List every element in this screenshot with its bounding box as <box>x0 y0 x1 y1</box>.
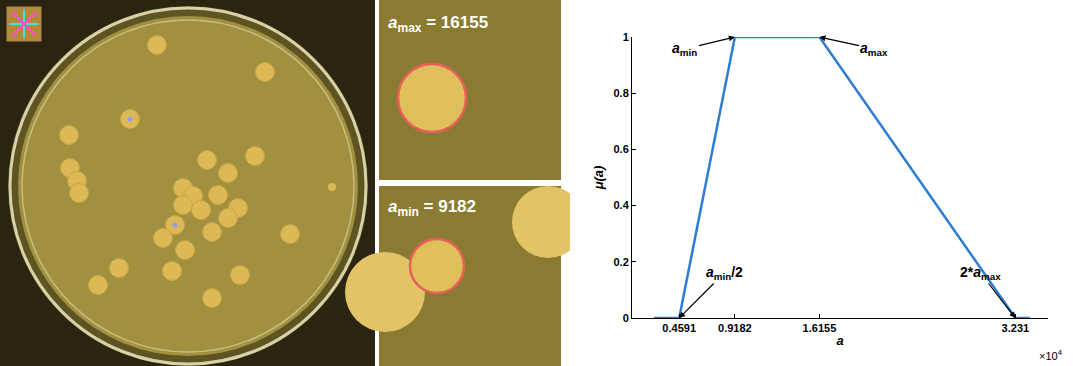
svg-text:1: 1 <box>623 31 629 43</box>
svg-text:1.6155: 1.6155 <box>803 322 837 334</box>
svg-text:a​max​: a​max​ <box>860 40 888 58</box>
svg-text:0.2: 0.2 <box>614 256 629 268</box>
svg-text:0: 0 <box>623 312 629 324</box>
svg-text:0.9182: 0.9182 <box>718 322 752 334</box>
svg-text:a: a <box>836 333 843 348</box>
svg-text:0.4591: 0.4591 <box>662 322 696 334</box>
svg-text:amin = 9182: amin = 9182 <box>388 197 476 219</box>
svg-text:3.231: 3.231 <box>1002 322 1030 334</box>
svg-text:amax = 16155: amax = 16155 <box>388 13 488 35</box>
svg-text:a​min​/2: a​min​/2 <box>706 264 743 282</box>
svg-text:μ(a): μ(a) <box>591 166 606 191</box>
svg-text:2*a​max​: 2*a​max​ <box>960 264 1001 282</box>
svg-text:0.4: 0.4 <box>614 199 630 211</box>
svg-text:×10​4​: ×10​4​ <box>1039 348 1063 362</box>
svg-text:a​min​: a​min​ <box>672 40 697 58</box>
svg-text:0.6: 0.6 <box>614 143 629 155</box>
svg-text:0.8: 0.8 <box>614 87 629 99</box>
